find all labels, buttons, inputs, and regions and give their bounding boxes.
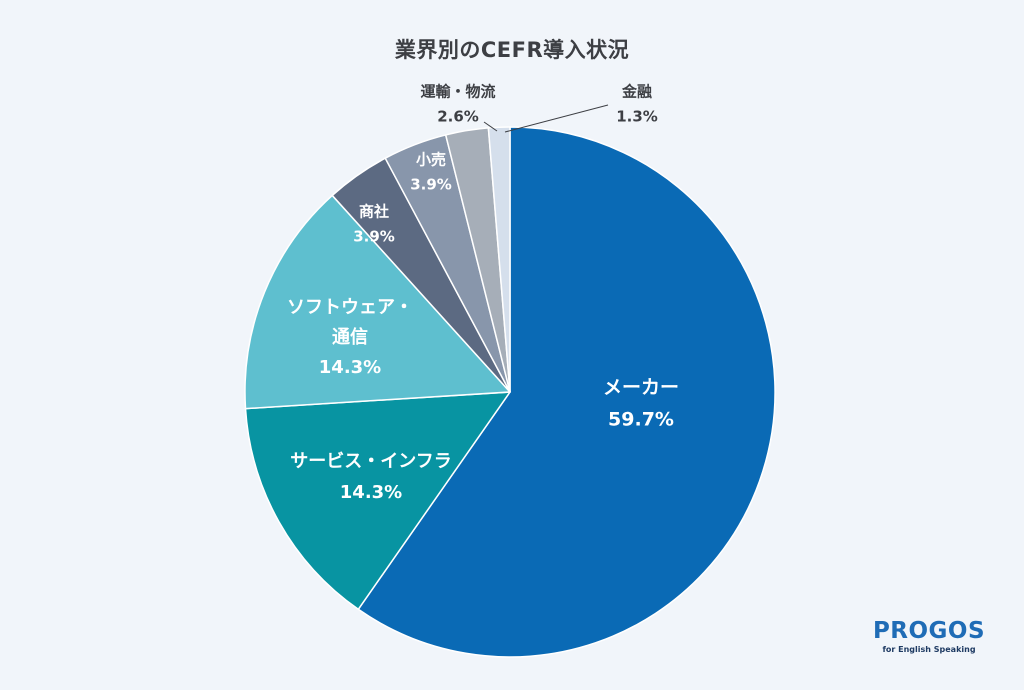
slice-category-label: 運輸・物流 xyxy=(420,83,495,101)
slice-category-label: サービス・インフラ xyxy=(290,451,451,472)
slice-labels: メーカー 59.7% サービス・インフラ 14.3% ソフトウェア・通信 14.3% 商社 3… xyxy=(287,83,679,504)
pie-slice xyxy=(487,126,511,393)
slice-category-label: ソフトウェア・ xyxy=(287,297,413,318)
slice-value-label: 1.3% xyxy=(616,108,658,126)
slice-category-label: 小売 xyxy=(416,151,446,169)
slice-value-label: 3.9% xyxy=(353,228,395,246)
slice-category-label: 金融 xyxy=(621,83,652,101)
slice-value-label: 3.9% xyxy=(410,176,452,194)
chart-title: 業界別のCEFR導入状況 xyxy=(394,38,630,62)
slice-value-label: 2.6% xyxy=(437,108,479,126)
slice-category-label: 通信 xyxy=(332,326,368,348)
pie-slice xyxy=(244,194,511,410)
slice-category-label: メーカー xyxy=(603,377,679,399)
slice-category-label: 商社 xyxy=(359,203,389,221)
logo-wordmark: PROGOS xyxy=(872,618,986,644)
pie-slice xyxy=(244,391,511,611)
pie-slice xyxy=(357,126,776,658)
slice-value-label: 14.3% xyxy=(340,482,402,503)
slice-value-label: 59.7% xyxy=(608,409,674,431)
leader-lines xyxy=(483,104,609,133)
leader-line xyxy=(483,121,498,132)
logo-tagline: for English Speaking xyxy=(882,645,976,654)
slice-value-label: 14.3% xyxy=(319,357,381,378)
progos-logo: PROGOS for English Speaking xyxy=(864,618,994,655)
leader-line xyxy=(504,104,609,133)
pie-slices xyxy=(244,126,776,658)
